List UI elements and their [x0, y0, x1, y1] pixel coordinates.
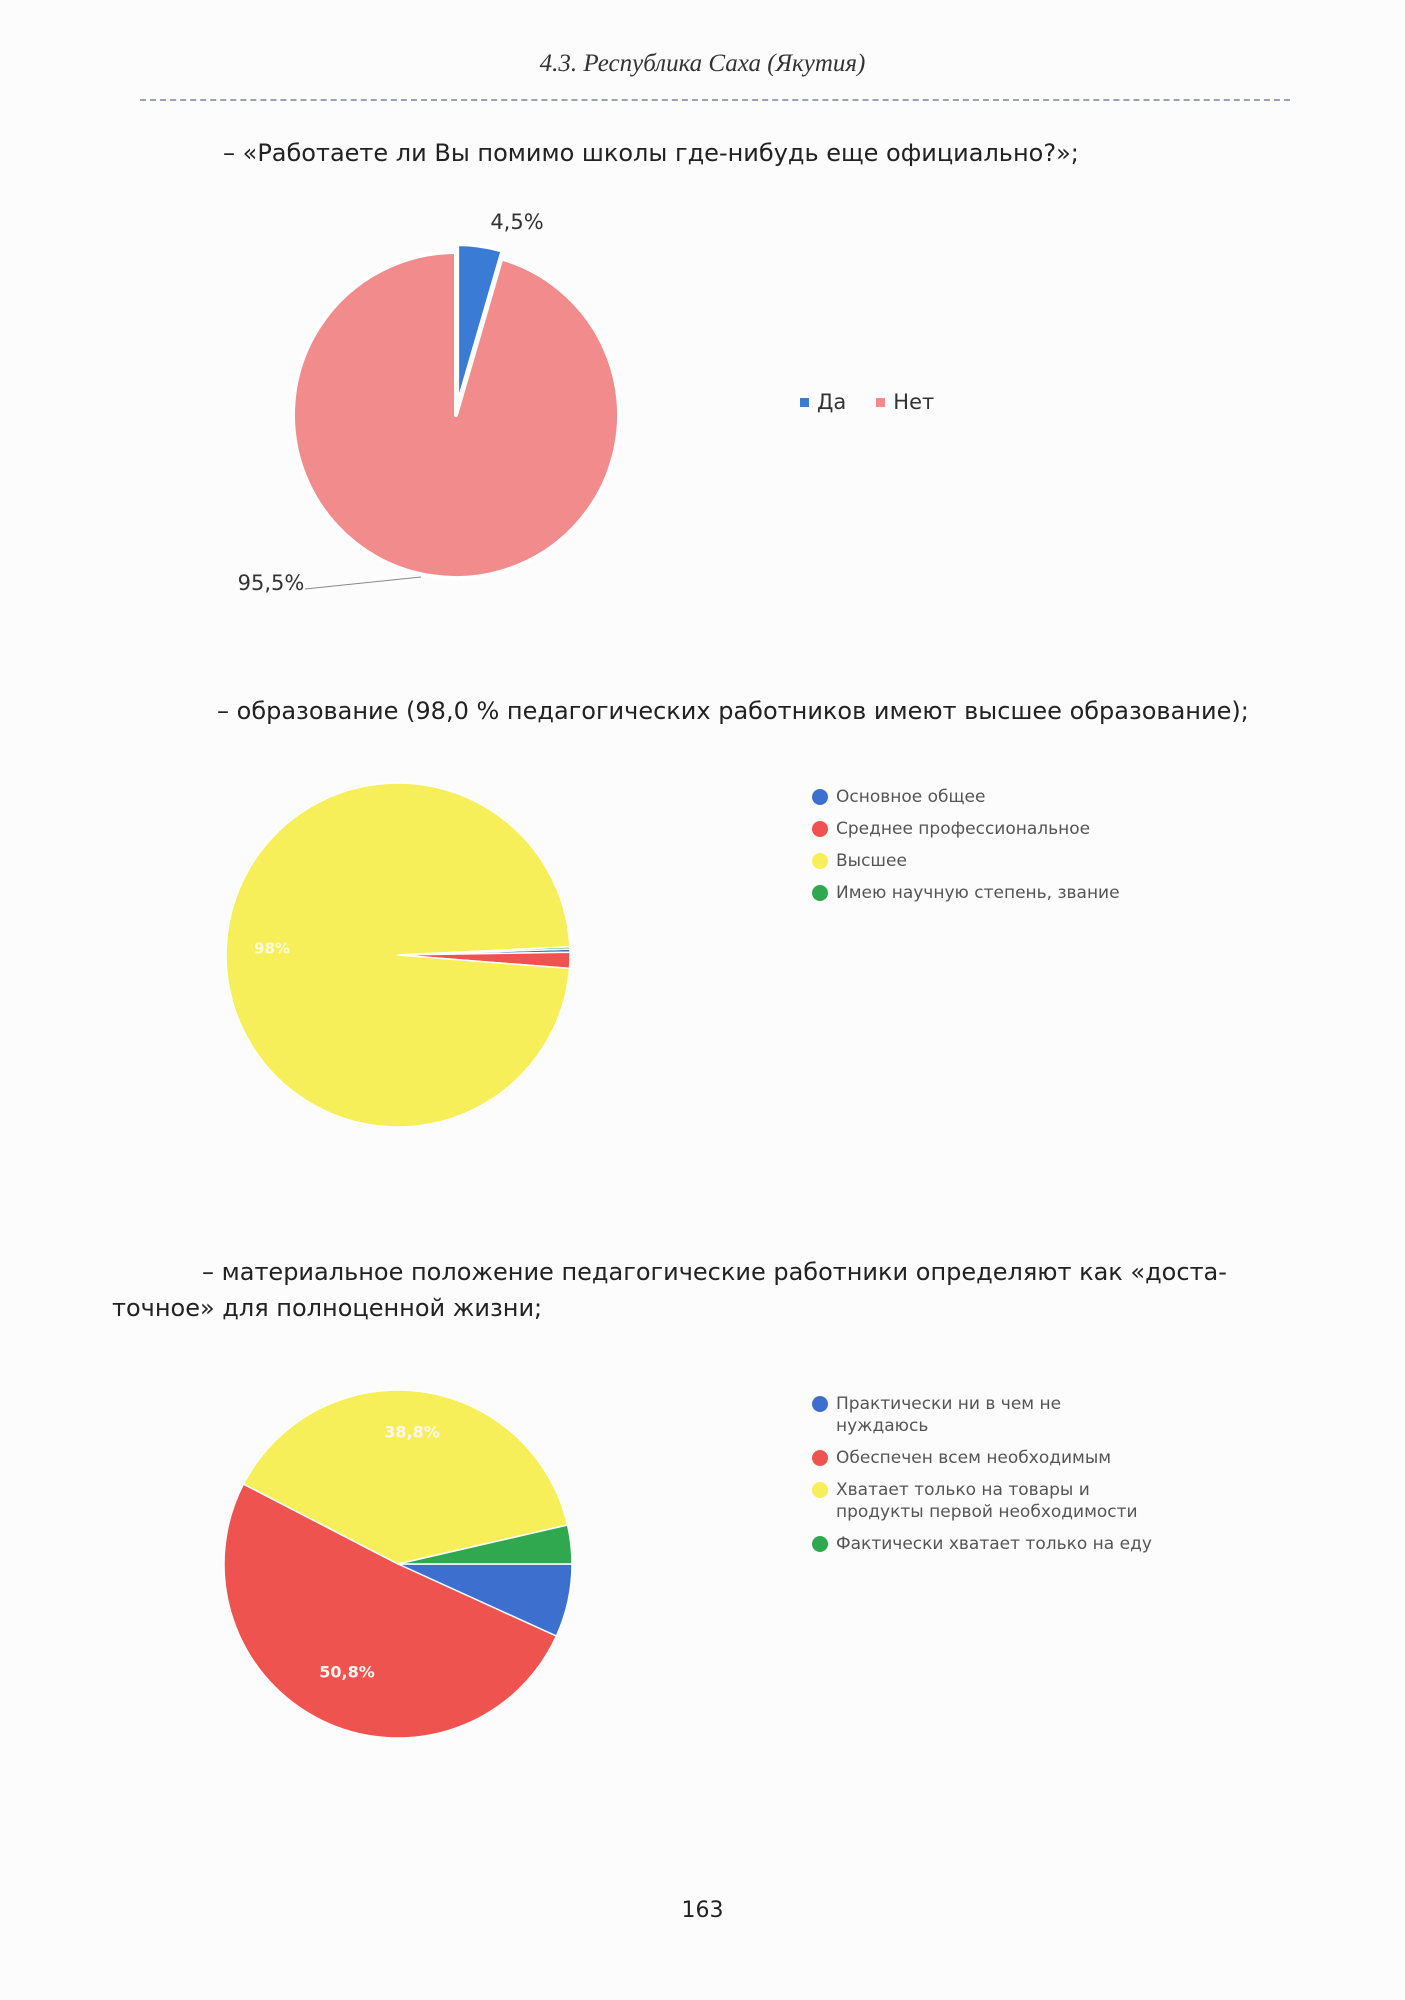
- paragraph-line: – «Работаете ли Вы помимо школы где-нибу…: [223, 139, 1079, 167]
- legend-marker: [812, 789, 828, 805]
- running-header: 4.3. Республика Саха (Якутия): [539, 50, 866, 77]
- header-rule: [140, 99, 1290, 101]
- legend-item: Фактически хватает только на еду: [812, 1533, 1152, 1555]
- legend-marker: [812, 885, 828, 901]
- legend-item: Нет: [876, 390, 934, 414]
- legend: Основное общее Среднее профессиональное Вы…: [812, 786, 1152, 914]
- data-label: 38,8%: [384, 1423, 440, 1442]
- data-label: 50,8%: [319, 1663, 375, 1682]
- page-number: 163: [681, 1898, 724, 1923]
- legend-label: Обеспечен всем необходимым: [836, 1448, 1112, 1468]
- legend-marker: [876, 397, 886, 407]
- legend-item: Практически ни в чем не нуждаюсь: [812, 1393, 1152, 1437]
- legend-label: Нет: [893, 390, 935, 414]
- legend-label: Практически ни в чем не нуждаюсь: [836, 1394, 1062, 1436]
- legend-item: Среднее профессиональное: [812, 818, 1152, 840]
- legend-item: Да: [800, 390, 846, 414]
- paragraph-line: – материальное положение педагогические …: [202, 1258, 1227, 1286]
- legend-item: Основное общее: [812, 786, 1152, 808]
- legend-label: Хватает только на товары и продукты перв…: [836, 1480, 1138, 1522]
- paragraph-line: точное» для полноценной жизни;: [112, 1294, 543, 1322]
- pie-slice: [291, 250, 621, 580]
- legend-marker: [812, 853, 828, 869]
- pie-slice: [397, 1524, 573, 1565]
- data-label: 4,5%: [490, 210, 543, 234]
- data-label: 98%: [254, 940, 290, 958]
- legend-marker: [812, 1536, 828, 1552]
- pie-slice: [397, 946, 571, 956]
- legend-item: Высшее: [812, 850, 1152, 872]
- legend-marker: [800, 397, 809, 407]
- legend-label: Фактически хватает только на еду: [836, 1534, 1152, 1554]
- legend-marker: [812, 1450, 828, 1466]
- pie-slice: [242, 1389, 569, 1565]
- data-label: 95,5%: [238, 571, 305, 595]
- paragraph-line: – образование (98,0 % педагогических раб…: [217, 697, 1249, 725]
- legend-label: Основное общее: [836, 787, 986, 807]
- legend-item: Хватает только на товары и продукты перв…: [812, 1479, 1152, 1523]
- legend-marker: [812, 821, 828, 837]
- legend-label: Да: [817, 390, 847, 414]
- legend-label: Среднее профессиональное: [836, 819, 1091, 839]
- legend-item: Имею научную степень, звание: [812, 882, 1152, 904]
- legend-label: Высшее: [836, 851, 907, 871]
- legend-item: Обеспечен всем необходимым: [812, 1447, 1152, 1469]
- legend: Да Нет: [800, 390, 934, 414]
- pie-slice: [223, 1483, 558, 1739]
- legend-marker: [812, 1396, 828, 1412]
- legend: Практически ни в чем не нуждаюсь Обеспече…: [812, 1393, 1152, 1565]
- leader-line: [304, 576, 422, 590]
- legend-label: Имею научную степень, звание: [836, 883, 1120, 903]
- legend-marker: [812, 1482, 828, 1498]
